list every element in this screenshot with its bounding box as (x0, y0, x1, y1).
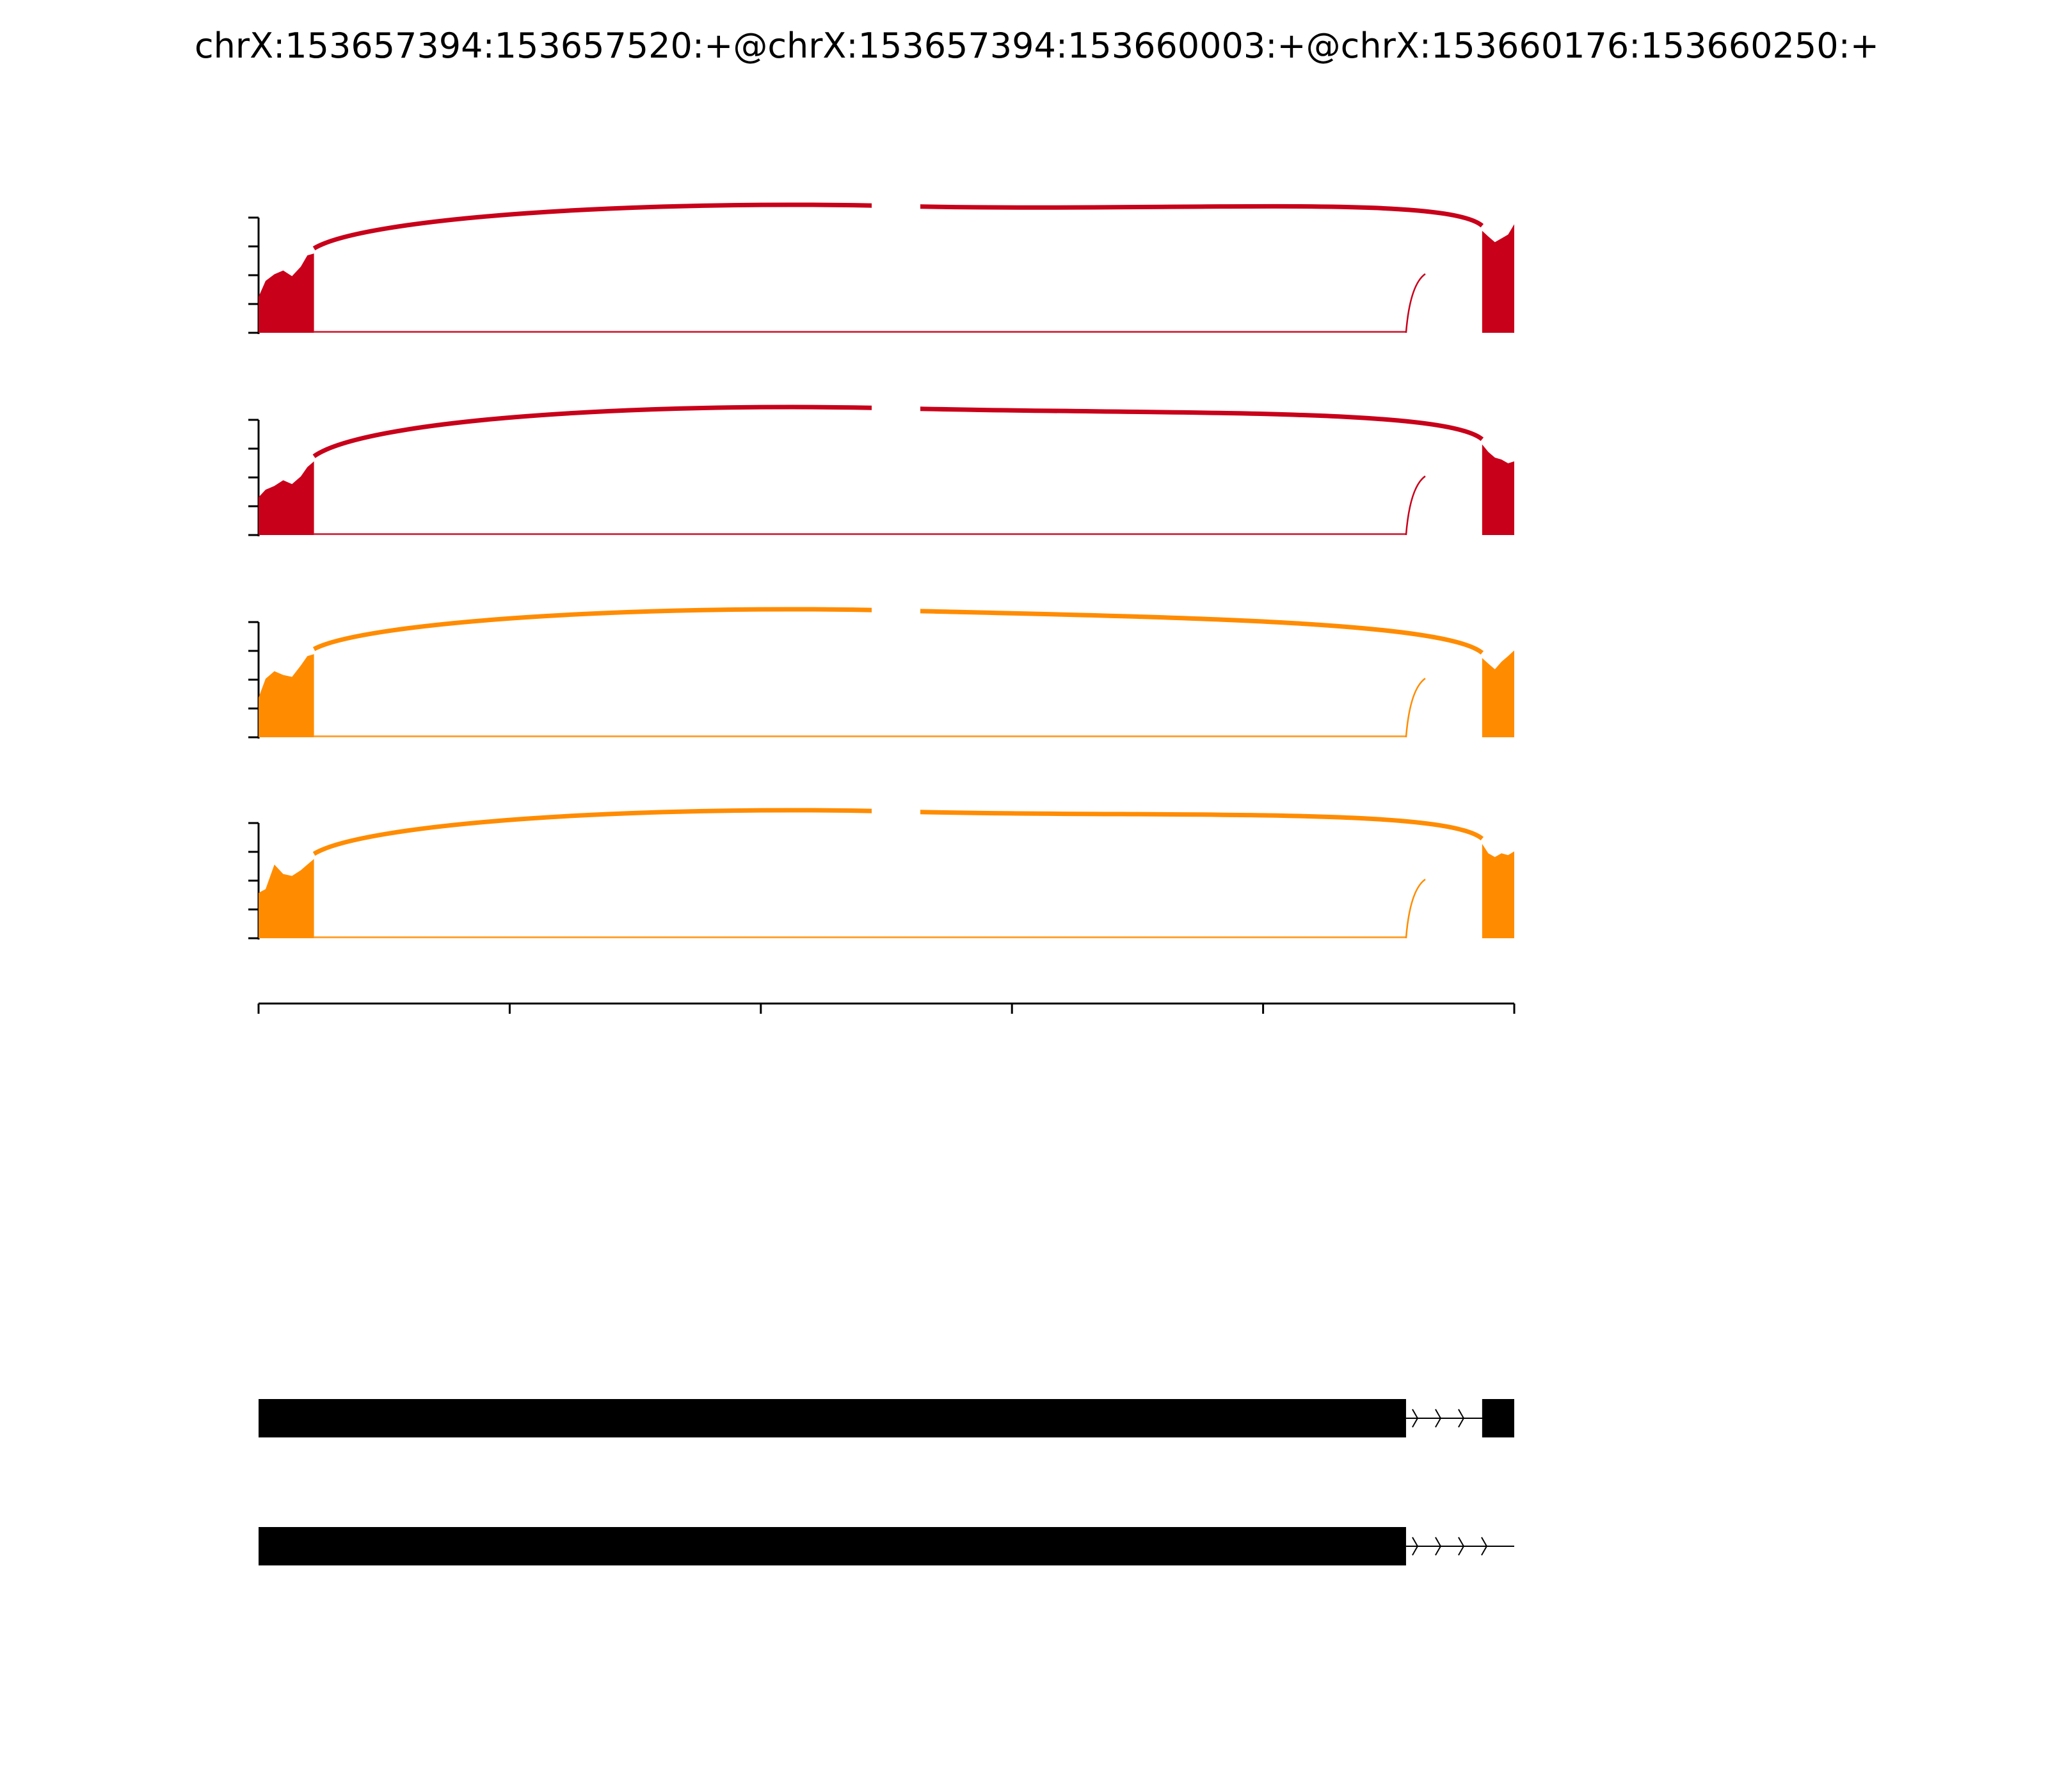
coverage-area-intron (314, 533, 1406, 535)
coverage-panels (248, 198, 1514, 940)
x-axis (257, 1002, 1516, 1014)
junction-arc (1405, 475, 1426, 536)
exon-block (259, 1527, 1406, 1565)
strand-arrow (1481, 1537, 1488, 1556)
coverage-panel (248, 803, 1514, 940)
coverage-panel (248, 198, 1514, 334)
transcript-model (259, 1527, 1514, 1565)
coverage-area-exon3 (1482, 224, 1514, 333)
coverage-area-exon1 (259, 859, 314, 938)
figure-title: chrX:153657394:153657520:+@chrX:15365739… (195, 26, 1879, 66)
coverage-area-exon3 (1482, 650, 1514, 737)
coverage-area-exon1 (259, 654, 314, 737)
exon-block (259, 1399, 1406, 1437)
strand-arrow (1435, 1409, 1442, 1428)
coverage-panel (248, 400, 1514, 536)
coverage-area-intron (314, 936, 1406, 938)
coverage-area-exon3 (1482, 444, 1514, 535)
coverage-area-exon1 (259, 253, 314, 333)
junction-label-bg (872, 803, 920, 826)
junction-arc (1405, 677, 1426, 738)
strand-arrow (1435, 1537, 1442, 1556)
strand-arrow (1412, 1537, 1419, 1556)
strand-arrow (1412, 1409, 1419, 1428)
exon-block (1482, 1399, 1514, 1437)
strand-arrow (1458, 1409, 1465, 1428)
junction-arc (1405, 878, 1426, 939)
junction-arc (1405, 273, 1426, 333)
strand-arrow (1458, 1537, 1465, 1556)
junction-label-bg (872, 198, 920, 221)
coverage-area-exon1 (259, 461, 314, 535)
junction-label-bg (872, 602, 920, 625)
transcript-model (259, 1399, 1514, 1437)
coverage-area-intron (314, 735, 1406, 737)
transcript-track (259, 1399, 1514, 1565)
coverage-panel (248, 602, 1514, 739)
coverage-area-intron (314, 331, 1406, 333)
coverage-area-exon3 (1482, 844, 1514, 938)
junction-label-bg (872, 400, 920, 423)
